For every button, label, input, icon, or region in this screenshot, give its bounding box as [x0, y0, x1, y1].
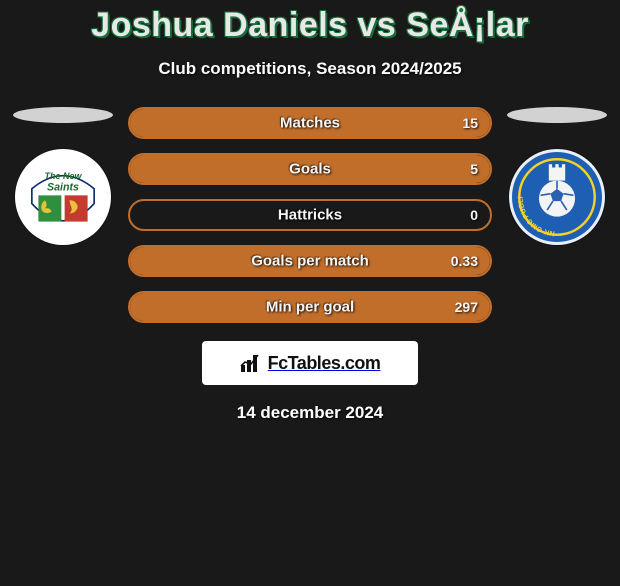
stats-column: Matches 15 Goals 5 Hattricks 0 Goals per match… [118, 107, 502, 323]
stat-label: Goals per match [251, 253, 369, 270]
right-club-badge-svg: NK CMC PUBLIKUM [516, 156, 598, 238]
fctables-brand-link[interactable]: FcTables.com [202, 341, 418, 385]
stat-label: Matches [280, 115, 340, 132]
stat-value-right: 15 [462, 115, 478, 131]
stat-value-right: 5 [470, 161, 478, 177]
stat-bar: Goals 5 [128, 153, 492, 185]
comparison-row: The New Saints Matches 15 Goals 5 Hattricks 0… [0, 107, 620, 323]
stat-bar: Min per goal 297 [128, 291, 492, 323]
right-player-silhouette [507, 107, 607, 123]
stat-value-right: 0 [470, 207, 478, 223]
fctables-brand-text: FcTables.com [268, 353, 381, 374]
stat-value-right: 297 [455, 299, 478, 315]
stat-label: Goals [289, 161, 331, 178]
stat-bar: Goals per match 0.33 [128, 245, 492, 277]
page-subtitle: Club competitions, Season 2024/2025 [0, 59, 620, 79]
stat-label: Min per goal [266, 299, 354, 316]
page-title: Joshua Daniels vs SeÅ¡lar [0, 6, 620, 45]
bar-chart-icon [240, 353, 262, 373]
left-player-col: The New Saints [8, 107, 118, 245]
svg-text:Saints: Saints [47, 181, 79, 193]
left-club-badge-svg: The New Saints [22, 156, 104, 238]
svg-text:The New: The New [44, 171, 82, 181]
stat-label: Hattricks [278, 207, 342, 224]
stat-bar: Matches 15 [128, 107, 492, 139]
stat-value-right: 0.33 [451, 253, 478, 269]
page-date: 14 december 2024 [0, 403, 620, 423]
left-player-silhouette [13, 107, 113, 123]
right-club-badge: NK CMC PUBLIKUM [509, 149, 605, 245]
right-player-col: NK CMC PUBLIKUM [502, 107, 612, 245]
left-club-badge: The New Saints [15, 149, 111, 245]
stat-bar: Hattricks 0 [128, 199, 492, 231]
